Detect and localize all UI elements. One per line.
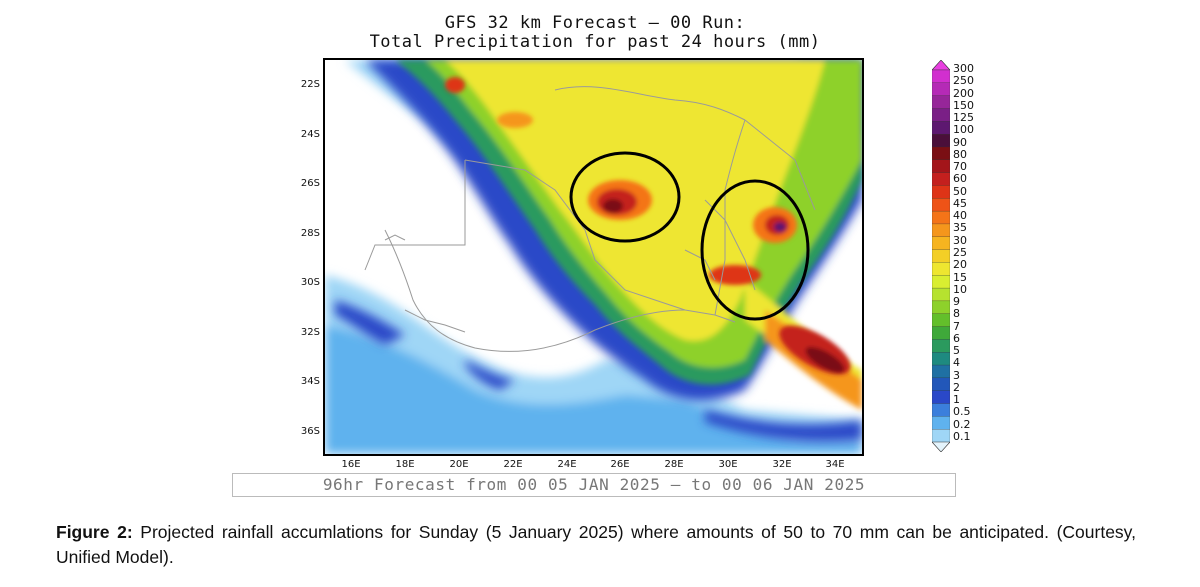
legend-swatch bbox=[932, 249, 950, 263]
lon-label-24e: 24E bbox=[557, 459, 577, 470]
legend-label: 90 bbox=[953, 135, 967, 149]
legend-label: 300 bbox=[953, 62, 974, 75]
forecast-period-box: 96hr Forecast from 00 05 JAN 2025 — to 0… bbox=[232, 473, 956, 497]
legend-label: 7 bbox=[953, 319, 960, 333]
legend-label: 150 bbox=[953, 98, 974, 112]
legend-swatch bbox=[932, 159, 950, 174]
legend-label: 20 bbox=[953, 258, 967, 272]
title-line-2: Total Precipitation for past 24 hours (m… bbox=[369, 32, 821, 52]
highlight-circle-east bbox=[700, 179, 810, 321]
legend-label: 0.2 bbox=[953, 417, 971, 431]
legend-label: 80 bbox=[953, 147, 967, 161]
legend-swatch bbox=[932, 429, 950, 443]
legend-label: 15 bbox=[953, 270, 967, 284]
legend-swatch bbox=[932, 416, 950, 430]
figure-caption: Figure 2: Projected rainfall accumlation… bbox=[56, 520, 1136, 570]
legend-label: 5 bbox=[953, 344, 960, 358]
legend-swatch bbox=[932, 95, 950, 109]
legend-swatch bbox=[932, 223, 950, 238]
legend-label: 30 bbox=[953, 233, 967, 247]
caption-text: Projected rainfall accumlations for Sund… bbox=[56, 522, 1136, 567]
legend-label: 0.5 bbox=[953, 405, 971, 419]
legend-label: 50 bbox=[953, 184, 967, 198]
legend-swatch bbox=[932, 275, 950, 289]
lon-label-32e: 32E bbox=[772, 459, 792, 470]
intense-rain-cores bbox=[445, 77, 851, 375]
lat-label-32s: 32S bbox=[300, 327, 320, 338]
legend-label: 250 bbox=[953, 74, 974, 88]
legend-swatch bbox=[932, 262, 950, 276]
legend-swatch bbox=[932, 390, 950, 404]
lon-label-34e: 34E bbox=[825, 459, 845, 470]
lon-label-30e: 30E bbox=[718, 459, 738, 470]
legend-swatch bbox=[932, 185, 950, 199]
title-line-1: GFS 32 km Forecast — 00 Run: bbox=[444, 13, 746, 33]
legend-swatch bbox=[932, 326, 950, 340]
legend-label: 200 bbox=[953, 86, 974, 100]
legend-swatch bbox=[932, 403, 950, 417]
lon-label-26e: 26E bbox=[610, 459, 630, 470]
legend-swatch bbox=[932, 300, 950, 315]
highlight-circle-west bbox=[569, 151, 681, 243]
legend-swatch bbox=[932, 172, 950, 186]
legend-swatch bbox=[932, 313, 950, 328]
chart-title: GFS 32 km Forecast — 00 Run: Total Preci… bbox=[300, 14, 890, 52]
lat-label-22s: 22S bbox=[300, 79, 320, 90]
legend-swatch bbox=[932, 210, 950, 225]
legend-label: 40 bbox=[953, 209, 967, 223]
legend-label: 25 bbox=[953, 246, 967, 259]
legend-label: 35 bbox=[953, 221, 967, 235]
lat-label-36s: 36S bbox=[300, 426, 320, 437]
legend-swatch bbox=[932, 339, 950, 353]
legend-swatch bbox=[932, 236, 950, 251]
legend-label: 0.1 bbox=[953, 430, 971, 443]
lat-label-26s: 26S bbox=[300, 178, 320, 189]
country-borders bbox=[364, 86, 816, 352]
legend-label: 125 bbox=[953, 111, 974, 125]
legend-swatch bbox=[932, 198, 950, 212]
legend-label: 100 bbox=[953, 123, 974, 137]
lat-label-34s: 34S bbox=[300, 376, 320, 387]
lon-label-28e: 28E bbox=[664, 459, 684, 470]
legend-label: 1 bbox=[953, 393, 960, 407]
legend-swatch bbox=[932, 352, 950, 366]
lon-label-22e: 22E bbox=[503, 459, 523, 470]
legend-label: 9 bbox=[953, 295, 960, 309]
lon-label-18e: 18E bbox=[395, 459, 415, 470]
legend-swatch bbox=[932, 121, 950, 135]
lon-label-20e: 20E bbox=[449, 459, 469, 470]
lat-label-30s: 30S bbox=[300, 277, 320, 288]
caption-label: Figure 2: bbox=[56, 522, 133, 542]
legend-label: 60 bbox=[953, 172, 967, 186]
legend-label: 45 bbox=[953, 196, 967, 210]
legend-swatch bbox=[932, 146, 950, 161]
legend-swatch bbox=[932, 364, 950, 379]
lon-label-16e: 16E bbox=[341, 459, 361, 470]
legend-swatch bbox=[932, 108, 950, 122]
legend-swatch bbox=[932, 133, 950, 148]
legend-label: 3 bbox=[953, 368, 960, 382]
lat-label-28s: 28S bbox=[300, 228, 320, 239]
legend-label: 10 bbox=[953, 282, 967, 296]
legend-label: 4 bbox=[953, 356, 960, 370]
lat-label-24s: 24S bbox=[300, 129, 320, 140]
legend-swatch bbox=[932, 377, 950, 392]
legend-label: 6 bbox=[953, 331, 960, 345]
precipitation-map bbox=[323, 58, 864, 456]
legend-arrow-top bbox=[932, 60, 950, 71]
legend-label: 2 bbox=[953, 380, 960, 394]
precipitation-map-graphic bbox=[325, 60, 862, 454]
legend-swatch bbox=[932, 287, 950, 302]
legend-arrow-bottom bbox=[932, 441, 950, 452]
legend-color-bar bbox=[932, 60, 950, 452]
legend-label: 8 bbox=[953, 307, 960, 321]
legend-label: 70 bbox=[953, 160, 967, 174]
legend-swatch bbox=[932, 82, 950, 97]
legend-swatch bbox=[932, 69, 950, 84]
